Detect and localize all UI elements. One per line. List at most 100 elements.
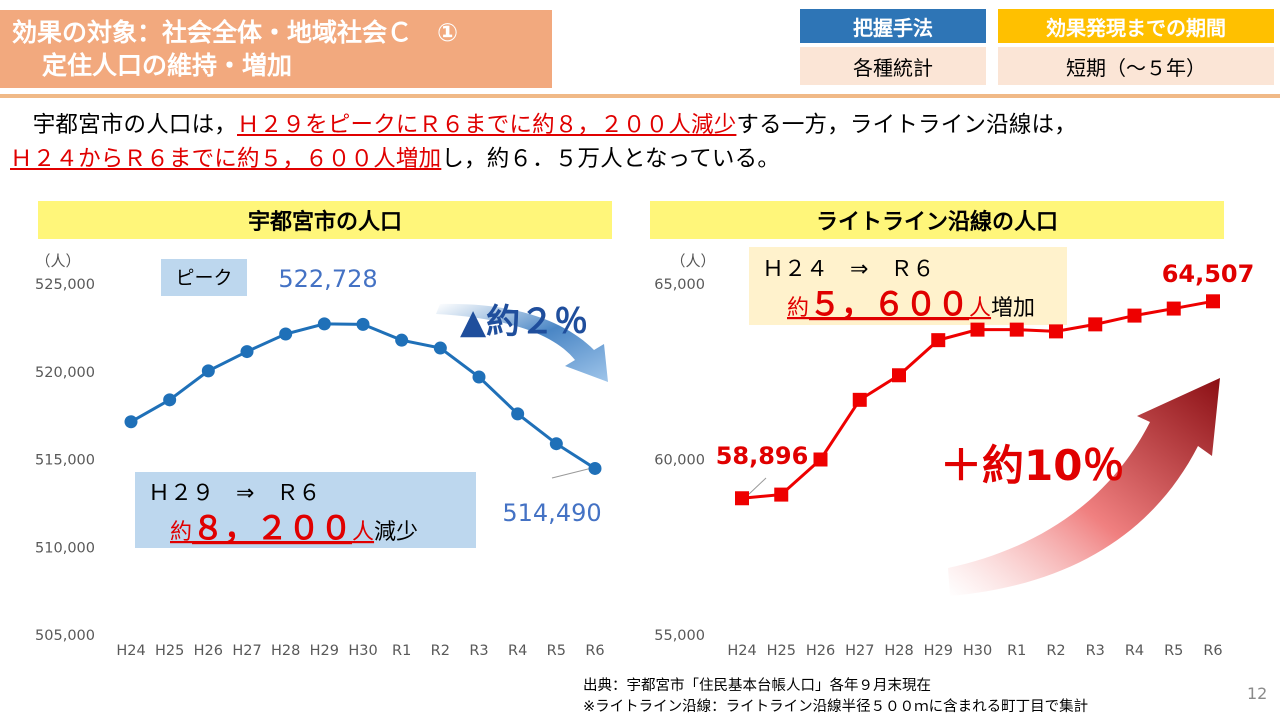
city-x-label: H26 — [194, 643, 223, 659]
peak-tag: ピーク — [175, 267, 232, 289]
method-value: 各種統計 — [800, 47, 986, 85]
lightline-x-label: R4 — [1125, 643, 1144, 659]
city-data-point — [279, 327, 293, 341]
city-x-label: R3 — [469, 643, 488, 659]
lightline-data-point — [931, 333, 946, 348]
lightline-data-point — [852, 392, 867, 407]
city-chart-title: 宇都宮市の人口 — [38, 201, 612, 239]
city-data-point — [472, 370, 486, 384]
lightline-x-label: H27 — [845, 643, 874, 659]
decrease-arrow-icon — [436, 303, 608, 382]
city-data-point — [240, 345, 254, 359]
lightline-box-num: ５，６００ — [809, 285, 969, 323]
lightline-x-label: H30 — [963, 643, 992, 659]
peak-value-label: 522,728 — [278, 265, 377, 293]
lightline-y-tick: 60,000 — [654, 453, 705, 469]
city-data-point — [356, 317, 370, 331]
lightline-y-tick: 55,000 — [654, 628, 705, 644]
city-y-unit: （人） — [35, 252, 80, 270]
lightline-chart-title: ライトライン沿線の人口 — [650, 201, 1224, 239]
lightline-x-label: R6 — [1203, 643, 1222, 659]
city-series-line — [130, 322, 596, 470]
source-line: 出典：宇都宮市「住民基本台帳人口」各年９月末現在 — [583, 678, 931, 694]
lightline-x-label: H26 — [806, 643, 835, 659]
city-x-label: R6 — [585, 643, 604, 659]
city-x-label: H25 — [155, 643, 184, 659]
lightline-x-label: R2 — [1046, 643, 1065, 659]
lightline-change-box — [749, 247, 1067, 325]
city-x-label: H28 — [271, 643, 300, 659]
lightline-x-label: H29 — [924, 643, 953, 659]
city-y-tick: 510,000 — [35, 540, 95, 556]
summary-highlight-increase: Ｈ２４からＲ６までに約５，６００人増加 — [10, 146, 442, 172]
lightline-x-label: R3 — [1086, 643, 1105, 659]
lightline-y-unit: （人） — [670, 252, 715, 270]
lightline-y-tick: 65,000 — [654, 277, 705, 293]
city-x-label: R2 — [431, 643, 450, 659]
city-x-label: H29 — [310, 643, 339, 659]
city-data-point — [433, 341, 447, 355]
lightline-data-point — [735, 491, 749, 506]
city-data-point — [201, 364, 215, 378]
page-number: 12 — [1247, 684, 1268, 703]
lightline-data-point — [813, 452, 828, 467]
lightline-box-line2: 約５，６００人増加 — [787, 285, 1035, 323]
city-x-label: H27 — [232, 643, 261, 659]
peak-tag-box — [161, 259, 247, 296]
lightline-box-unit: 人 — [969, 296, 991, 321]
lightline-data-point — [1127, 308, 1142, 323]
city-box-unit: 人 — [352, 520, 374, 545]
footnote-line: ※ライトライン沿線：ライトライン沿線半径５００ｍに含まれる町丁目で集計 — [583, 699, 1089, 715]
summary-part5: し，約６．５万人となっている。 — [441, 146, 781, 172]
summary-part3: する一方，ライトライン沿線は， — [736, 112, 1077, 138]
city-x-label: H24 — [116, 643, 145, 659]
city-end-value-label: 514,490 — [502, 499, 601, 527]
period-value: 短期（～５年） — [998, 47, 1274, 85]
lightline-box-line1: Ｈ２４ ⇒ Ｒ６ — [762, 257, 934, 282]
lightline-data-point — [892, 368, 906, 383]
lightline-change-label: ＋約10％ — [940, 441, 1124, 490]
lightline-x-label: H25 — [767, 643, 796, 659]
city-y-tick: 525,000 — [35, 277, 95, 293]
source-note: 出典：宇都宮市「住民基本台帳人口」各年９月末現在 ※ライトライン沿線：ライトライ… — [583, 676, 1088, 718]
city-data-point — [549, 437, 563, 451]
slide-title-line1: 効果の対象：社会全体・地域社会Ｃ ① — [12, 18, 459, 47]
lightline-data-point — [1166, 301, 1181, 316]
summary-part1: 宇都宮市の人口は， — [10, 112, 238, 138]
lightline-population-chart: （人） 55,000 60,000 65,000 H24 H25 H26 H27 H28 H29 H… — [654, 252, 1222, 659]
lightline-data-point — [774, 487, 789, 502]
city-y-tick: 505,000 — [35, 628, 95, 644]
summary-text: 宇都宮市の人口は，Ｈ２９をピークにＲ６までに約８，２００人減少する一方，ライトラ… — [10, 108, 1270, 176]
lightline-data-point — [970, 322, 985, 337]
city-box-pre: 約 — [170, 520, 192, 545]
header-divider — [0, 94, 1280, 98]
lightline-x-label: R1 — [1007, 643, 1026, 659]
city-population-chart: （人） 505,000 510,000 515,000 520,000 525,000 H2… — [35, 252, 605, 659]
lightline-x-label: H28 — [884, 643, 913, 659]
city-data-point — [317, 317, 331, 331]
lightline-data-point — [1206, 294, 1220, 309]
city-data-point — [511, 407, 525, 421]
lightline-x-label: H24 — [727, 643, 756, 659]
city-data-point — [395, 333, 409, 347]
lightline-start-leader — [747, 477, 767, 496]
lightline-end-value-label: 64,507 — [1162, 260, 1255, 288]
city-change-box — [135, 472, 476, 548]
method-label: 把握手法 — [800, 9, 986, 43]
summary-highlight-decrease: Ｈ２９をピークにＲ６までに約８，２００人減少 — [237, 112, 737, 138]
lightline-box-post: 増加 — [991, 296, 1035, 321]
city-box-line1: Ｈ２９ ⇒ Ｒ６ — [148, 481, 320, 506]
lightline-box-pre: 約 — [787, 296, 809, 321]
period-label: 効果発現までの期間 — [998, 9, 1274, 43]
lightline-data-point — [1009, 322, 1024, 337]
lightline-start-value-label: 58,896 — [716, 442, 809, 470]
city-box-num: ８，２００ — [192, 509, 352, 547]
city-data-point — [163, 393, 177, 407]
city-box-line2: 約８，２００人減少 — [170, 509, 418, 547]
city-box-post: 減少 — [374, 520, 418, 545]
slide-title: 効果の対象：社会全体・地域社会Ｃ ① 定住人口の維持・増加 — [0, 10, 552, 88]
city-x-label: R4 — [508, 643, 527, 659]
lightline-data-point — [1088, 317, 1103, 332]
lightline-x-label: R5 — [1164, 643, 1183, 659]
